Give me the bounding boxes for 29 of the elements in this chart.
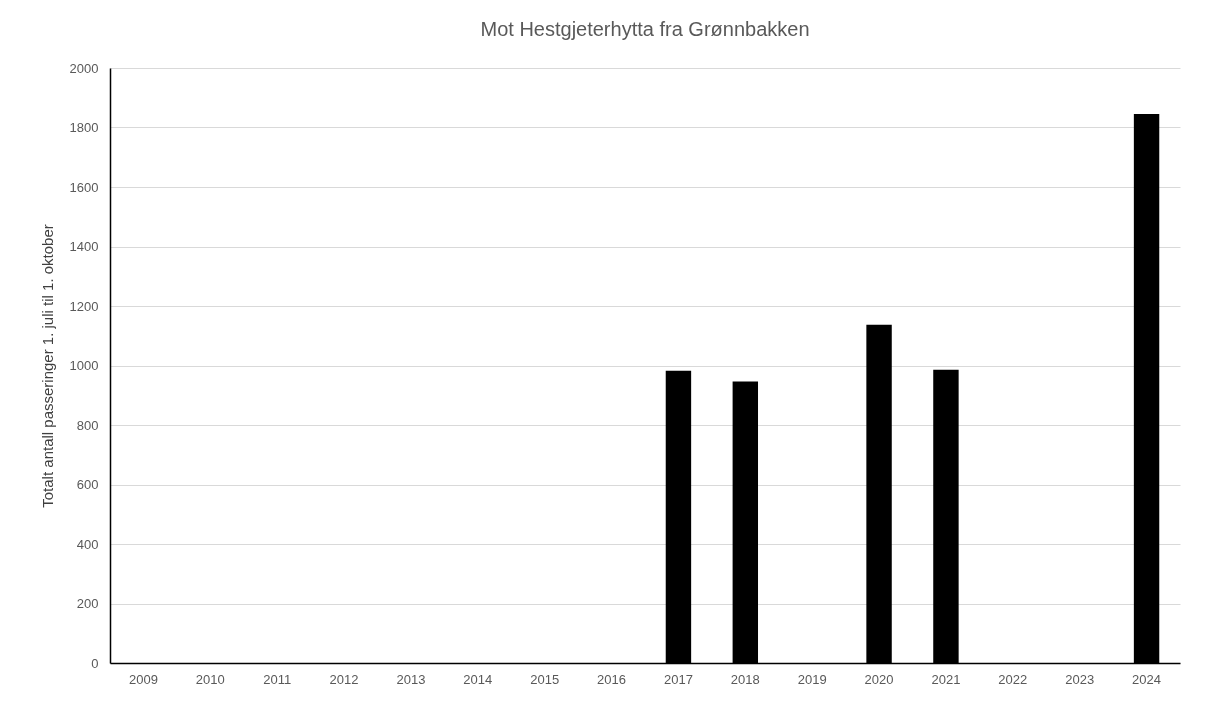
y-tick-label: 1400 — [69, 239, 99, 254]
x-tick-label: 2014 — [463, 671, 493, 687]
x-tick-label: 2011 — [263, 671, 292, 687]
y-tick-label: 200 — [76, 596, 99, 611]
x-tick-label: 2009 — [128, 671, 158, 687]
x-tick-label: 2010 — [195, 671, 225, 687]
y-tick-label: 1600 — [69, 179, 99, 195]
x-tick-label: 2017 — [663, 671, 693, 687]
x-tick-label: 2013 — [396, 671, 426, 687]
y-tick-label: 1800 — [69, 120, 99, 135]
x-tick-label: 2024 — [1132, 671, 1162, 687]
x-tick-label: 2020 — [864, 671, 894, 687]
y-tick-label: 1000 — [69, 358, 99, 373]
x-tick-label: 2023 — [1065, 671, 1095, 687]
y-tick-label: 2000 — [69, 60, 99, 76]
y-tick-label: 400 — [76, 536, 99, 552]
x-tick-label: 2019 — [797, 671, 827, 687]
x-tick-label: 2018 — [730, 671, 760, 687]
y-axis-title: Totalt antall passeringer 1. juli til 1. oktober — [38, 224, 56, 508]
x-tick-label: 2022 — [998, 671, 1028, 687]
x-tick-label: 2021 — [931, 671, 961, 687]
y-tick-label: 0 — [91, 655, 99, 671]
x-tick-label: 2015 — [530, 671, 560, 687]
y-tick-label: 800 — [76, 417, 99, 433]
x-tick-label: 2016 — [597, 671, 627, 687]
y-tick-label: 1200 — [69, 298, 99, 314]
y-tick-label: 600 — [76, 477, 99, 492]
chart-title: Mot Hestgjeterhytta fra Grønnbakken — [480, 18, 810, 40]
x-tick-label: 2012 — [329, 671, 359, 687]
